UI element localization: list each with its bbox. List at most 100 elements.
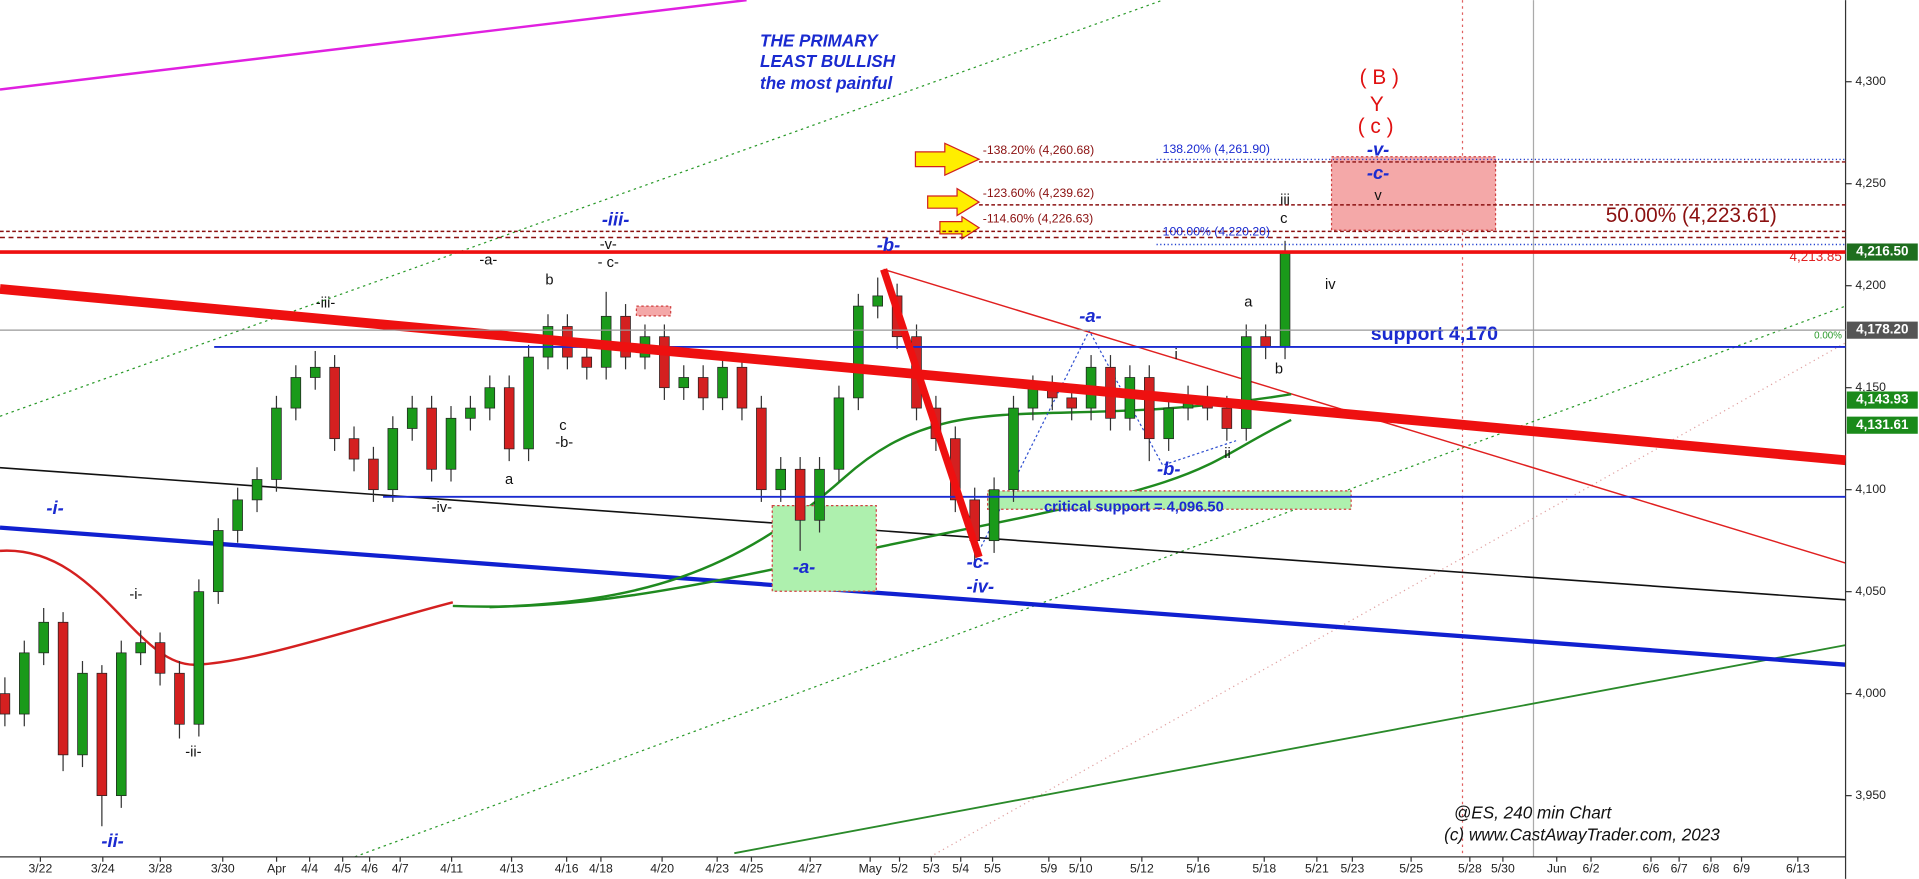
x-tick-label: Apr xyxy=(267,861,286,875)
y-tick-label: 4,200 xyxy=(1855,278,1886,292)
fib-label: 50.00% (4,223.61) xyxy=(1606,204,1777,227)
wave-path xyxy=(978,329,1237,552)
x-tick-label: 5/21 xyxy=(1305,861,1329,875)
candle-body xyxy=(1144,377,1155,440)
wave-label: a xyxy=(1244,294,1253,310)
price-badge-label: 4,131.61 xyxy=(1856,417,1909,432)
wave-label: -ii- xyxy=(185,745,201,761)
headline: LEAST BULLISH xyxy=(760,51,896,71)
wave-label: -v- xyxy=(1367,139,1389,160)
x-tick-label: 4/20 xyxy=(650,861,674,875)
wave-label: -b- xyxy=(555,435,573,451)
candle-body xyxy=(620,315,631,358)
wave-label: -c- xyxy=(1367,162,1389,183)
x-tick-label: 5/2 xyxy=(891,861,908,875)
candle-body xyxy=(135,642,146,654)
candle-body xyxy=(387,428,399,491)
wave-label: -b- xyxy=(1157,458,1180,479)
candle-body xyxy=(1279,252,1291,348)
x-tick-label: 5/25 xyxy=(1399,861,1423,875)
x-tick-label: 5/9 xyxy=(1040,861,1057,875)
candle-body xyxy=(309,366,321,378)
wave-label: ( c ) xyxy=(1358,115,1394,138)
candle-body xyxy=(19,652,30,715)
candle-body xyxy=(794,468,806,521)
x-tick-label: 5/4 xyxy=(952,861,969,875)
fib-zero: 0.00% xyxy=(1814,330,1842,341)
candle-body xyxy=(1260,336,1271,348)
y-tick-label: 3,950 xyxy=(1855,788,1886,802)
wave-label: -ii- xyxy=(101,830,123,851)
x-tick-label: 6/6 xyxy=(1642,861,1659,875)
candle-body xyxy=(368,458,379,491)
wave-label: iv xyxy=(1325,277,1336,293)
wave-label: -v- xyxy=(600,237,617,253)
wave-label: - c- xyxy=(598,255,619,271)
channel-line xyxy=(354,305,1846,858)
x-tick-label: 5/12 xyxy=(1130,861,1154,875)
candle-body xyxy=(581,356,593,368)
y-tick-label: 4,150 xyxy=(1855,380,1886,394)
x-tick-label: 5/5 xyxy=(984,861,1001,875)
x-tick-label: 4/16 xyxy=(555,861,579,875)
x-tick-label: 6/13 xyxy=(1786,861,1810,875)
price-badge-label: 4,143.93 xyxy=(1856,392,1908,407)
price-badge xyxy=(1846,391,1918,409)
candle-body xyxy=(1066,397,1077,409)
wave-label: -iv- xyxy=(967,575,995,596)
wave-label: ( B ) xyxy=(1360,66,1399,89)
x-tick-label: 4/23 xyxy=(705,861,729,875)
candles xyxy=(0,240,1291,827)
x-tick-label: 6/9 xyxy=(1733,861,1750,875)
wave-label: -i- xyxy=(129,587,142,603)
wave-label: -b- xyxy=(877,234,900,255)
candle-body xyxy=(988,489,1000,542)
support-label: support 4,170 xyxy=(1371,323,1498,345)
price-badge-label: 4,216.50 xyxy=(1856,244,1908,259)
candle-body xyxy=(465,407,476,419)
wave-label: Y xyxy=(1370,93,1384,116)
fib-label: 100.00% (4,220.20) xyxy=(1163,224,1270,238)
price-badge xyxy=(1846,416,1918,434)
wave-label: iii xyxy=(1280,193,1290,209)
candle-body xyxy=(271,407,282,480)
critical-support-label: critical support = 4,096.50 xyxy=(1044,500,1224,516)
fib-label: 138.20% (4,261.90) xyxy=(1163,142,1270,156)
trendline xyxy=(734,644,1846,855)
trendline xyxy=(880,268,983,559)
trendline xyxy=(0,0,747,91)
candle-body xyxy=(96,672,108,797)
wave-label: ii xyxy=(1224,446,1231,462)
candle-body xyxy=(251,479,263,501)
candle-body xyxy=(833,397,845,470)
candle-body xyxy=(717,366,728,399)
wave-label: c xyxy=(559,418,566,434)
x-tick-label: 4/6 xyxy=(361,861,378,875)
fib-label: -138.20% (4,260.68) xyxy=(983,143,1094,157)
candle-body xyxy=(406,407,418,429)
candle-body xyxy=(756,407,767,491)
x-tick-label: 5/28 xyxy=(1458,861,1482,875)
candle-body xyxy=(348,438,360,460)
wave-label: -iv- xyxy=(432,500,452,516)
wave-label: -a- xyxy=(1079,305,1101,326)
wave-label: b xyxy=(1275,362,1283,378)
x-tick-label: 5/30 xyxy=(1491,861,1515,875)
candle-body xyxy=(154,642,166,674)
candle-body xyxy=(1240,336,1252,429)
y-tick-label: 4,300 xyxy=(1855,74,1886,88)
arrow xyxy=(914,142,981,177)
candle-body xyxy=(775,468,787,491)
wave-label: -c- xyxy=(967,551,989,572)
candle-body xyxy=(174,672,185,725)
candle-body xyxy=(290,377,302,409)
candle-body xyxy=(329,366,340,440)
trendline xyxy=(0,525,1846,667)
x-tick-label: 4/11 xyxy=(440,861,463,875)
price-badge xyxy=(1846,243,1918,261)
fib-label: -114.60% (4,226.63) xyxy=(983,211,1094,225)
candle-body xyxy=(1027,387,1039,409)
candle-body xyxy=(872,295,883,307)
overlay xyxy=(0,268,1847,559)
x-tick-label: 3/30 xyxy=(211,861,235,875)
